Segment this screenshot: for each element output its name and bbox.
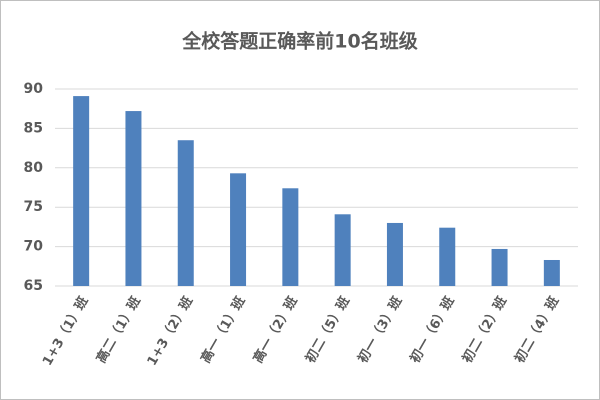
chart-title: 全校答题正确率前10名班级 [181,30,417,53]
y-tick-label: 90 [24,81,44,97]
y-tick-label: 80 [24,160,44,176]
bar [177,140,194,286]
bar [543,259,560,286]
bar [73,96,90,286]
y-tick-label: 75 [24,199,43,215]
bar [491,248,508,286]
bar [334,214,351,286]
bar [386,222,403,286]
y-tick-label: 85 [24,120,43,136]
y-tick-label: 65 [24,278,43,294]
bar [125,111,142,287]
bar [439,227,456,286]
y-tick-label: 70 [24,239,44,255]
bar [230,173,247,286]
bar [282,188,299,286]
